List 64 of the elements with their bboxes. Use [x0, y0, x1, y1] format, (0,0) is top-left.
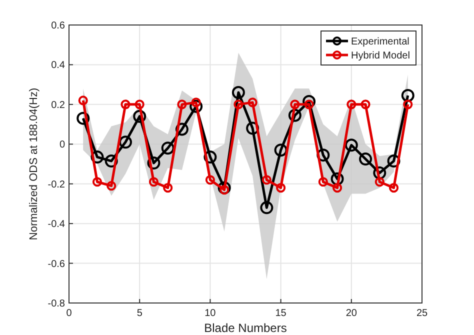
point [218, 181, 231, 194]
point [92, 177, 102, 187]
legend-label: Hybrid Model [351, 50, 410, 62]
point [246, 122, 260, 135]
point [318, 177, 328, 187]
y-axis-title: Normalized ODS at 188.04(Hz) [28, 88, 40, 240]
point [133, 110, 146, 123]
point [148, 177, 159, 187]
point [234, 100, 244, 110]
point [332, 183, 342, 193]
x-tick-label: 15 [275, 308, 287, 319]
y-tick-label: -0.2 [48, 179, 66, 190]
point [387, 154, 400, 168]
point [76, 112, 90, 125]
point [190, 100, 203, 113]
y-tick-label: 0 [59, 140, 66, 151]
point [304, 100, 314, 110]
x-axis-title: Blade Numbers [204, 321, 287, 335]
point [175, 122, 188, 136]
point [302, 94, 316, 108]
point [346, 100, 356, 110]
point [330, 172, 344, 186]
y-tick-label: 0.2 [51, 100, 66, 111]
point [134, 100, 144, 110]
point [161, 142, 174, 155]
point [316, 148, 330, 162]
point [260, 201, 274, 214]
y-tick-label: -0.4 [48, 219, 66, 230]
point [290, 100, 300, 110]
point [177, 100, 187, 110]
x-tick-label: 25 [416, 308, 428, 319]
y-tick-label: -0.8 [48, 298, 66, 310]
y-tick-label: -0.6 [48, 258, 66, 270]
legend-label: Experimental [351, 36, 410, 48]
point [360, 100, 370, 110]
point [359, 152, 372, 166]
point [344, 138, 358, 152]
point [163, 183, 173, 193]
point [274, 144, 288, 157]
point [204, 150, 217, 164]
point [248, 98, 258, 108]
point [205, 175, 215, 185]
x-tick-label: 10 [204, 308, 216, 319]
point [118, 136, 132, 149]
point [403, 100, 413, 110]
y-tick-label: 0.6 [51, 20, 66, 32]
point [147, 156, 160, 170]
point [90, 150, 104, 164]
point [388, 183, 399, 193]
point [262, 175, 272, 185]
point [374, 177, 384, 187]
point [232, 86, 245, 100]
x-tick-label: 0 [66, 308, 72, 319]
point [288, 108, 302, 122]
point [276, 183, 286, 193]
point [120, 100, 130, 110]
point [401, 88, 414, 102]
point [373, 166, 386, 180]
point [104, 154, 118, 168]
y-tick-label: 0.4 [51, 60, 66, 72]
point [78, 96, 88, 106]
x-tick-label: 5 [136, 308, 143, 319]
x-tick-label: 20 [346, 308, 358, 319]
point [106, 181, 116, 191]
